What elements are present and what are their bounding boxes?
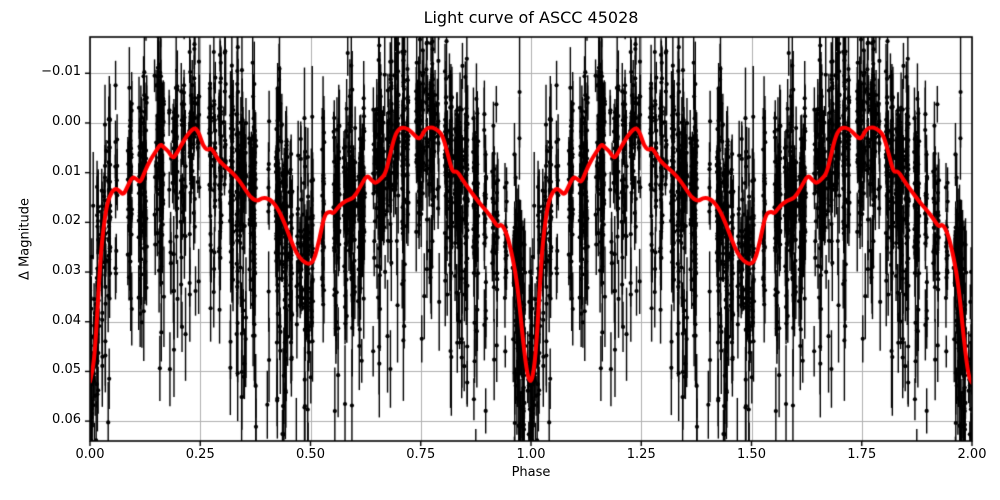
x-axis-label: Phase — [511, 465, 551, 480]
y-tick-label: −0.01 — [41, 64, 81, 80]
y-tick-label: 0.05 — [52, 362, 81, 378]
x-tick-label: 2.00 — [957, 447, 987, 462]
x-tick-label: 0.75 — [406, 447, 436, 462]
y-tick-label: 0.03 — [52, 263, 81, 279]
x-tick-label: 1.00 — [516, 447, 546, 462]
x-tick-label: 0.50 — [296, 447, 325, 462]
x-tick-label: 0.25 — [185, 447, 215, 462]
y-tick-label: 0.00 — [52, 113, 81, 129]
x-tick-label: 1.25 — [626, 447, 656, 462]
y-tick-label: 0.02 — [52, 213, 81, 229]
y-tick-label: 0.04 — [52, 312, 81, 328]
x-tick-label: 1.75 — [847, 447, 877, 462]
y-tick-label: 0.01 — [52, 163, 81, 179]
x-tick-label: 1.50 — [737, 447, 766, 462]
y-tick-label: 0.06 — [52, 412, 81, 428]
chart-title: Light curve of ASCC 45028 — [423, 8, 639, 27]
x-tick-label: 0.00 — [75, 447, 105, 462]
